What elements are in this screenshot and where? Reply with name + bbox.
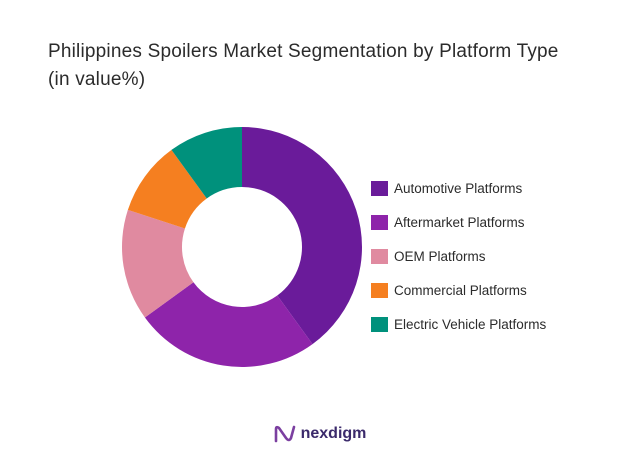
legend-swatch: [371, 316, 388, 332]
donut-slice-3: [127, 149, 207, 229]
legend-label: Electric Vehicle Platforms: [394, 316, 547, 332]
legend-swatch: [371, 214, 388, 230]
legend-item: Aftermarket Platforms: [371, 205, 546, 239]
legend-item: Electric Vehicle Platforms: [371, 307, 546, 341]
donut-slice-0: [242, 127, 362, 345]
legend-swatch: [371, 248, 388, 264]
legend-swatch: [371, 180, 388, 196]
donut-slice-4: [171, 127, 242, 199]
donut-slice-1: [144, 282, 313, 367]
chart-legend: Automotive Platforms Aftermarket Platform…: [371, 171, 546, 341]
chart-subtitle: (in value%): [48, 69, 146, 90]
chart-title: Philippines Spoilers Market Segmentation…: [48, 38, 618, 94]
legend-swatch: [371, 282, 388, 298]
legend-item: Commercial Platforms: [371, 273, 546, 307]
legend-item: OEM Platforms: [371, 239, 546, 273]
nexdigm-logo-icon: [274, 425, 295, 443]
legend-label: Commercial Platforms: [394, 282, 527, 298]
legend-label: Automotive Platforms: [394, 180, 523, 196]
brand-name: nexdigm: [300, 425, 367, 442]
chart-title-main: Philippines Spoilers Market Segmentation…: [48, 41, 559, 62]
brand-logo: nexdigm: [0, 425, 640, 443]
donut-slice-2: [121, 209, 194, 318]
legend-item: Automotive Platforms: [371, 171, 546, 205]
legend-label: OEM Platforms: [394, 248, 486, 264]
legend-label: Aftermarket Platforms: [394, 214, 525, 230]
